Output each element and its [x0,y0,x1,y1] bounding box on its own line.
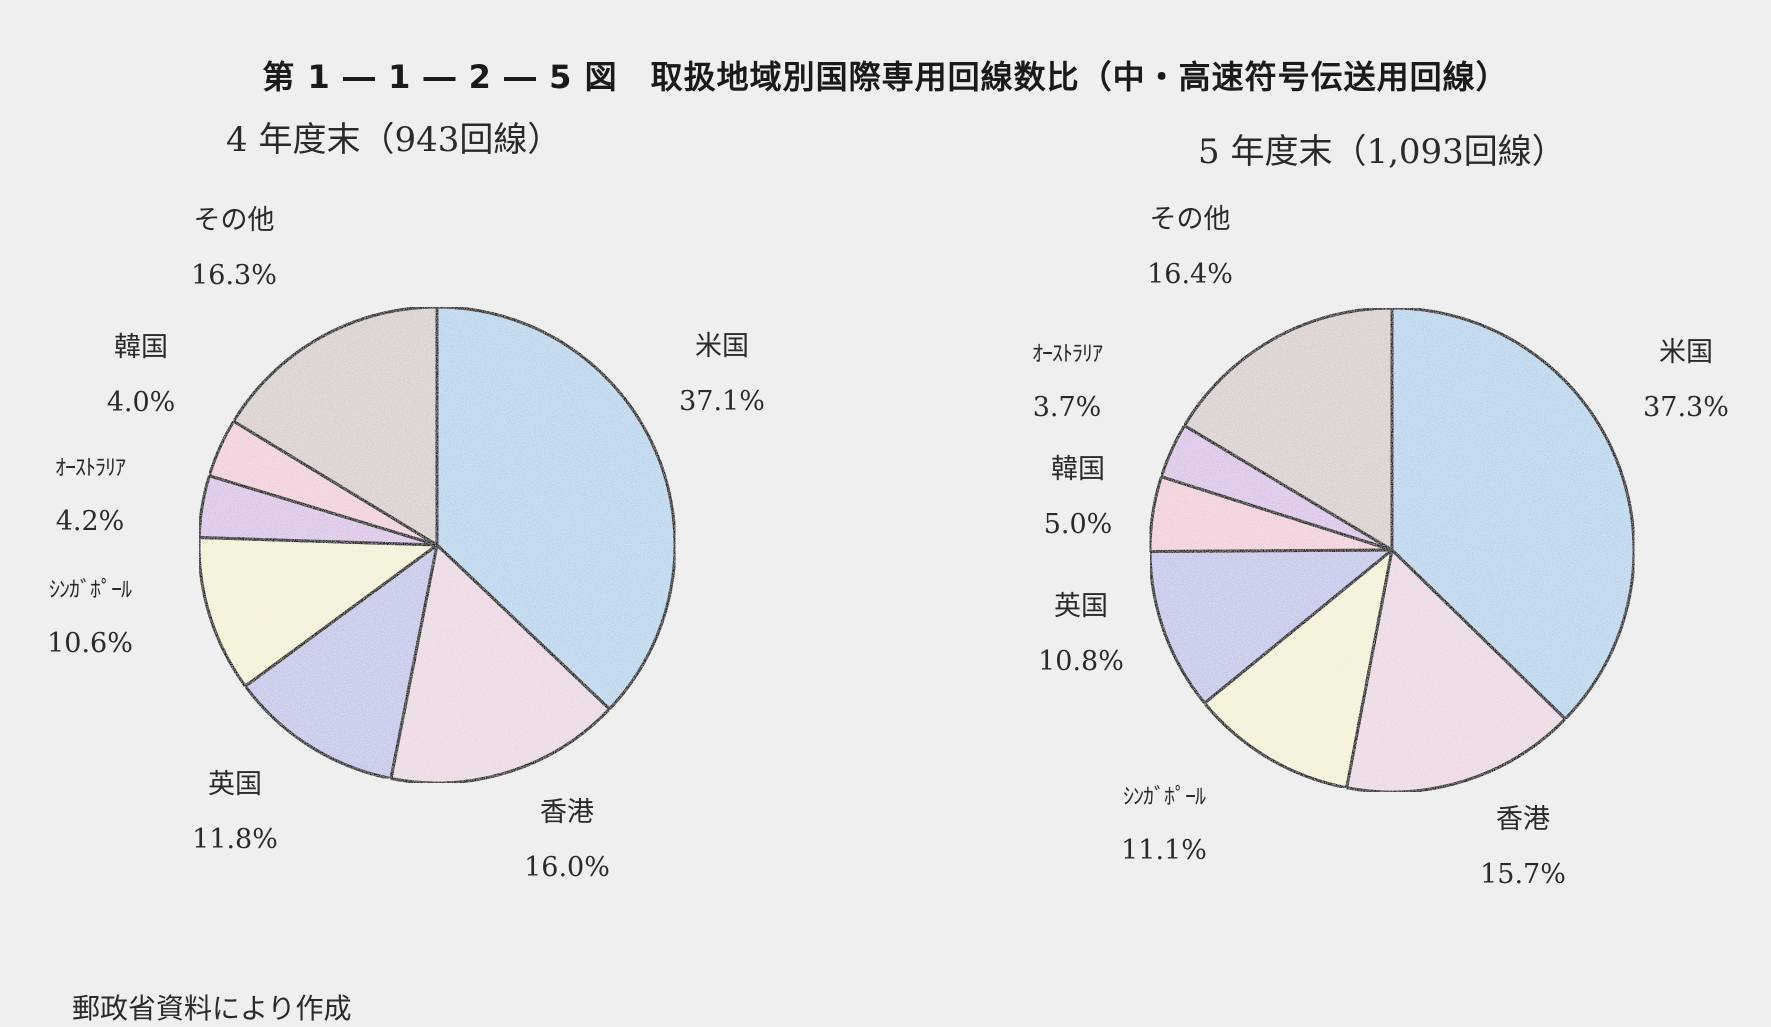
slice-label-pie0-3: ｼﾝｶﾞﾎﾟｰﾙ [49,578,132,603]
slice-label-pie1-4: 韓国 [1051,454,1105,485]
chart-title-fy5: 5 年度末（1,093回線） [1198,132,1566,172]
slice-value-pie0-1: 16.0% [524,852,610,883]
slice-label-pie1-1: 香港 [1496,804,1550,835]
slice-value-pie1-4: 5.0% [1044,509,1113,540]
slice-label-pie0-2: 英国 [208,769,262,800]
source-note: 郵政省資料により作成 [72,992,352,1025]
pie-slice-pie1-2 [1203,548,1394,790]
slice-value-pie0-3: 10.6% [47,628,133,659]
slice-value-pie0-5: 4.0% [107,387,176,418]
slice-value-pie1-6: 16.4% [1147,259,1233,290]
pie-slice-pie0-0 [435,305,677,711]
pie-slice-pie0-2 [243,543,439,780]
slice-label-pie0-6: その他 [194,205,275,236]
slice-value-pie0-0: 37.1% [679,386,765,417]
slice-label-pie1-6: その他 [1150,204,1231,235]
pie-slice-pie0-3 [197,536,439,688]
pie-slice-pie1-6 [1182,306,1394,552]
chart-title-fy4: 4 年度末（943回線） [226,120,562,160]
slice-label-pie0-4: ｵｰｽﾄﾗﾘｱ [55,456,126,481]
pie-slice-pie1-3 [1148,548,1394,705]
pie-chart-fy4: 米国 37.1% 香港 16.0% 英国 11.8% ｼﾝｶﾞﾎﾟｰﾙ 10.6% ｵｰｽﾄﾗﾘ… [47,205,765,883]
slice-label-pie1-5: ｵｰｽﾄﾗﾘｱ [1032,342,1103,367]
slice-value-pie0-4: 4.2% [56,506,125,537]
slice-label-pie1-3: 英国 [1054,591,1108,622]
slice-value-pie1-5: 3.7% [1033,392,1102,423]
slice-label-pie0-5: 韓国 [114,332,168,363]
slice-value-pie0-6: 16.3% [191,260,277,291]
pie-slice-pie0-1 [389,543,611,785]
pie-slice-pie0-6 [232,305,439,547]
slice-label-pie1-2: ｼﾝｶﾞﾎﾟｰﾙ [1123,785,1206,810]
slice-value-pie1-0: 37.3% [1643,392,1729,423]
pie-chart-fy5: 米国 37.3% 香港 15.7% ｼﾝｶﾞﾎﾟｰﾙ 11.1% 英国 10.8% 韓国 5.0%… [1032,204,1729,890]
slice-label-pie1-0: 米国 [1659,337,1713,368]
slice-value-pie1-1: 15.7% [1480,859,1566,890]
slice-value-pie1-3: 10.8% [1038,646,1124,677]
slice-value-pie0-2: 11.8% [192,824,278,855]
pie-slice-pie1-0 [1390,306,1636,721]
pie-slice-pie1-1 [1345,548,1567,794]
slice-label-pie0-1: 香港 [540,797,594,828]
figure-title: 第 1 ― 1 ― 2 ― 5 図 取扱地域別国際専用回線数比（中・高速符号伝送… [262,58,1509,96]
slice-label-pie0-0: 米国 [695,331,749,362]
slice-value-pie1-2: 11.1% [1121,835,1207,866]
